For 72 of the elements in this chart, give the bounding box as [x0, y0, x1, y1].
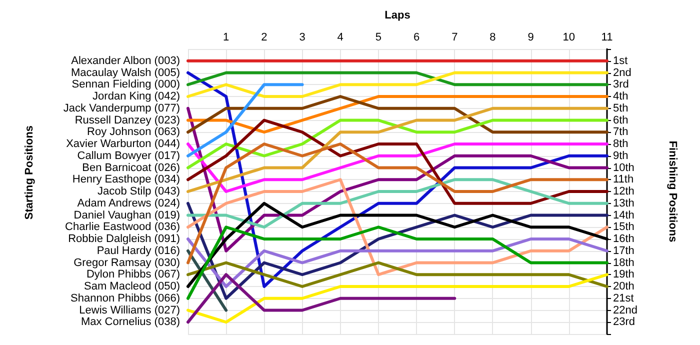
y-tick-label: 19th: [613, 268, 634, 281]
series-label: Robbie Dalgleish (091): [68, 233, 180, 245]
y-tick-label: 14th: [613, 209, 634, 222]
x-tick-label: 8: [490, 32, 496, 44]
series-label: Max Cornelius (038): [80, 316, 180, 328]
y-tick-label: 15th: [613, 221, 634, 234]
y-tick-label: 3rd: [613, 78, 629, 91]
y-tick-label: 21st: [613, 292, 634, 304]
line-series: [186, 142, 608, 193]
y-tick-label: 20th: [613, 280, 634, 292]
series-label: Charlie Eastwood (036): [65, 221, 180, 234]
line-series: [186, 273, 608, 324]
y-tick-label: 10th: [613, 162, 634, 174]
y-tick-label: 23rd: [613, 316, 636, 328]
series-label: Lewis Williams (027): [79, 304, 180, 316]
x-axis-title: Laps: [384, 10, 410, 22]
y-tick-label: 11th: [613, 174, 634, 186]
line-series: [186, 226, 608, 300]
line-series: [186, 142, 608, 264]
x-tick-label: 11: [601, 32, 613, 44]
line-series: [186, 106, 608, 193]
x-tick-label: 2: [261, 32, 268, 44]
y-tick-label: 12th: [613, 186, 634, 198]
series-label: Xavier Warburton (044): [66, 138, 180, 150]
y-tick-label: 8th: [613, 138, 628, 150]
series-label: Adam Andrews (024): [77, 197, 180, 210]
y-tick-label: 13th: [613, 197, 634, 210]
x-tick-label: 3: [299, 32, 306, 44]
x-tick-label: 1: [223, 32, 230, 44]
series-label: Dylon Phibbs (067): [86, 268, 180, 281]
x-tick-label: 7: [452, 32, 458, 44]
y-tick-label: 16th: [613, 233, 634, 245]
y-tick-label: 22nd: [613, 304, 638, 316]
y-tick-label: 2nd: [613, 66, 632, 79]
x-tick-label: 6: [413, 32, 420, 44]
x-tick-label: 5: [375, 32, 382, 44]
x-tick-label: 10: [562, 32, 576, 44]
line-series: [186, 178, 608, 276]
series-label: Jordan King (042): [92, 90, 180, 102]
line-series: [186, 273, 456, 324]
y-tick-label: 4th: [613, 90, 628, 102]
y-tick-label: 6th: [613, 114, 628, 126]
series-label: Jacob Stilp (043): [97, 186, 180, 198]
series-label: Gregor Ramsay (030): [74, 256, 180, 269]
line-series: [186, 95, 608, 134]
x-tick-label: 4: [337, 32, 344, 44]
series-label: Roy Johnson (063): [87, 126, 180, 138]
series-label: Macaulay Walsh (005): [70, 66, 180, 79]
series-label: Callum Bowyer (017): [77, 150, 180, 162]
series-label: Russell Danzey (023): [74, 114, 180, 126]
series-label: Henry Easthope (034): [72, 174, 180, 186]
series-label: Alexander Albon (003): [71, 54, 180, 67]
y-tick-label: 1st: [613, 54, 628, 67]
series-label: Shannon Phibbs (066): [70, 292, 180, 304]
y-tick-label: 7th: [613, 126, 628, 138]
line-series: [186, 238, 608, 288]
series-label: Paul Hardy (016): [96, 244, 180, 257]
line-series: [186, 178, 608, 229]
text: Starting Positions: [24, 125, 36, 220]
y-tick-label: 5th: [613, 102, 628, 114]
y-tick-label: 18th: [613, 256, 634, 269]
line-series: [186, 118, 608, 170]
series-label: Ben Barnicoat (026): [82, 162, 180, 174]
y-tick-label: 17th: [613, 244, 634, 257]
series-label: Daniel Vaughan (019): [74, 209, 180, 222]
series-label: Sam Macleod (050): [84, 280, 180, 292]
series-label: Sennan Fielding (000): [72, 78, 180, 91]
y-axis-title: Finishing Positions: [666, 140, 678, 242]
y-tick-label: 9th: [613, 150, 628, 162]
x-tick-label: 9: [528, 32, 534, 44]
line-series: [186, 118, 608, 205]
series-label: Jack Vanderpump (077): [63, 102, 180, 114]
